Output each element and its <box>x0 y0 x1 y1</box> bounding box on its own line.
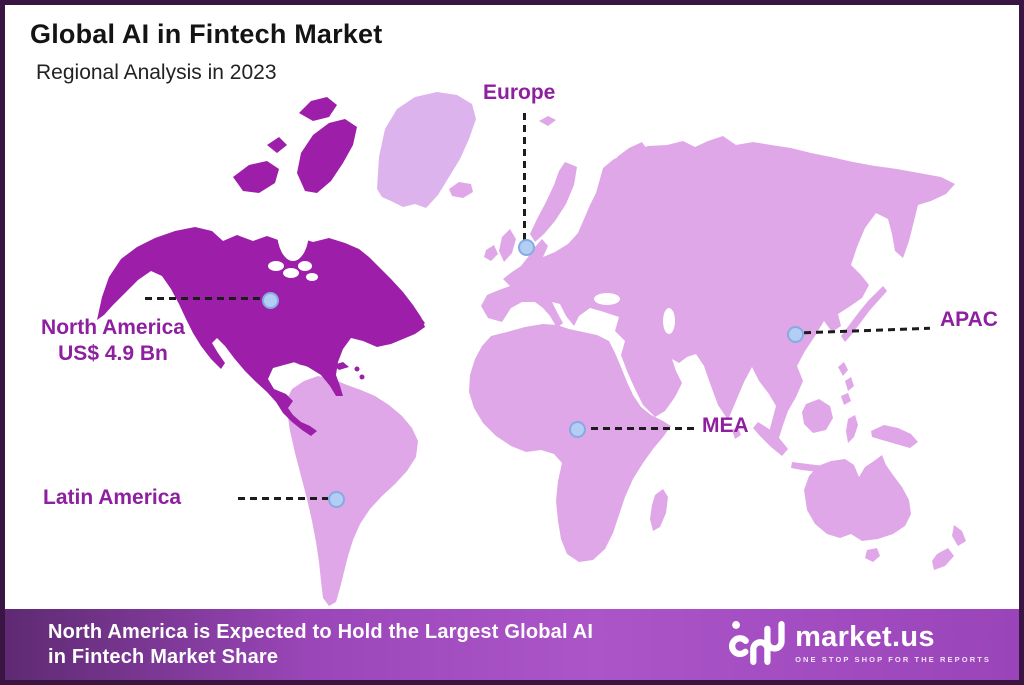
map-caribbean <box>291 357 349 370</box>
map-new-guinea <box>871 425 918 448</box>
region-label-europe: Europe <box>483 81 556 104</box>
marketus-logo-tagline: ONE STOP SHOP FOR THE REPORTS <box>795 655 991 664</box>
map-great-lake <box>268 261 284 271</box>
footer-banner: North America is Expected to Hold the La… <box>5 609 1019 680</box>
map-antilles <box>354 366 360 372</box>
region-label-north-america: North America US$ 4.9 Bn <box>13 315 213 367</box>
region-label-mea: MEA <box>702 414 749 437</box>
world-map <box>97 92 966 606</box>
map-marker-north-america <box>262 292 279 309</box>
map-great-lake <box>298 261 312 271</box>
footer-headline-line1: North America is Expected to Hold the La… <box>48 621 594 643</box>
map-new-zealand-north <box>952 525 966 546</box>
region-label-apac: APAC <box>940 308 998 331</box>
marketus-logo: market.us ONE STOP SHOP FOR THE REPORTS <box>729 617 991 669</box>
page-subtitle: Regional Analysis in 2023 <box>36 61 277 84</box>
leader-line-latin-america <box>238 497 328 500</box>
leader-line-europe <box>523 113 526 241</box>
map-marker-latin-america <box>328 491 345 508</box>
map-greenland <box>377 92 476 208</box>
marketus-logo-wordmark: market.us <box>795 621 935 653</box>
map-eurasia <box>481 136 955 446</box>
map-marker-mea <box>569 421 586 438</box>
map-svalbard <box>539 116 556 126</box>
map-japan <box>841 286 887 342</box>
footer-headline-line2: in Fintech Market Share <box>48 646 279 668</box>
marketus-logo-text: market.us ONE STOP SHOP FOR THE REPORTS <box>795 622 991 664</box>
map-uk <box>499 229 516 262</box>
map-sumatra <box>753 422 788 456</box>
region-label-latin-america: Latin America <box>43 486 182 509</box>
map-scandinavia <box>530 162 577 242</box>
map-antilles <box>359 374 365 380</box>
footer-headline: North America is Expected to Hold the La… <box>48 620 593 670</box>
map-borneo <box>802 399 833 433</box>
map-great-lake <box>283 268 299 278</box>
map-africa <box>469 324 671 562</box>
leader-line-north-america <box>145 297 261 300</box>
map-sri-lanka <box>732 427 741 439</box>
map-caspian-sea <box>663 308 675 334</box>
map-arctic-islands <box>233 97 357 193</box>
map-hudson-bay <box>277 201 309 261</box>
map-marker-apac <box>787 326 804 343</box>
map-great-lake <box>306 273 318 281</box>
map-north-america <box>97 227 425 436</box>
map-sulawesi <box>846 415 858 443</box>
map-newfoundland <box>409 315 425 329</box>
region-name-north-america: North America <box>41 316 185 339</box>
region-value-north-america: US$ 4.9 Bn <box>58 342 168 365</box>
map-philippines <box>838 362 854 405</box>
map-iceland <box>449 182 473 198</box>
map-java <box>791 462 836 474</box>
map-madagascar <box>650 489 668 531</box>
map-ireland <box>484 245 498 261</box>
map-black-sea <box>594 293 620 305</box>
marketus-logo-icon <box>729 621 785 665</box>
map-tasmania <box>865 548 880 562</box>
map-australia <box>804 455 911 541</box>
leader-line-mea <box>591 427 697 430</box>
map-south-america <box>287 376 418 606</box>
map-marker-europe <box>518 239 535 256</box>
map-new-zealand-south <box>932 548 954 570</box>
page-title: Global AI in Fintech Market <box>30 19 383 49</box>
